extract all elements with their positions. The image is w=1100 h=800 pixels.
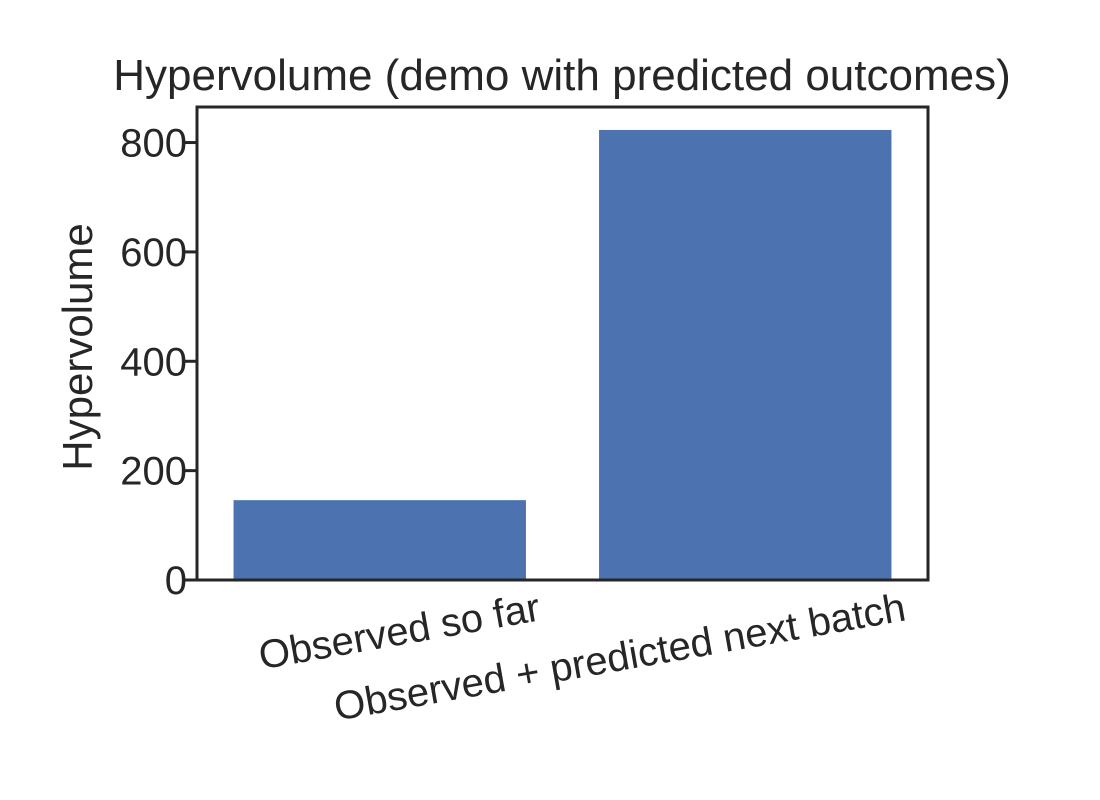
- y-tick-label-0: 0: [165, 559, 187, 603]
- bar-0: [233, 500, 526, 580]
- plot-frame: [195, 105, 930, 582]
- y-tick-label-2: 400: [120, 340, 187, 384]
- y-ticks-group: 0 200 400 600 800: [120, 122, 197, 603]
- y-tick-label-1: 200: [120, 450, 187, 494]
- y-axis-label: Hypervolume: [54, 223, 101, 470]
- y-tick-label-3: 600: [120, 231, 187, 275]
- y-tick-label-4: 800: [120, 122, 187, 166]
- bars-group: [233, 129, 892, 580]
- chart-title: Hypervolume (demo with predicted outcome…: [113, 51, 1011, 100]
- bar-1: [599, 129, 892, 580]
